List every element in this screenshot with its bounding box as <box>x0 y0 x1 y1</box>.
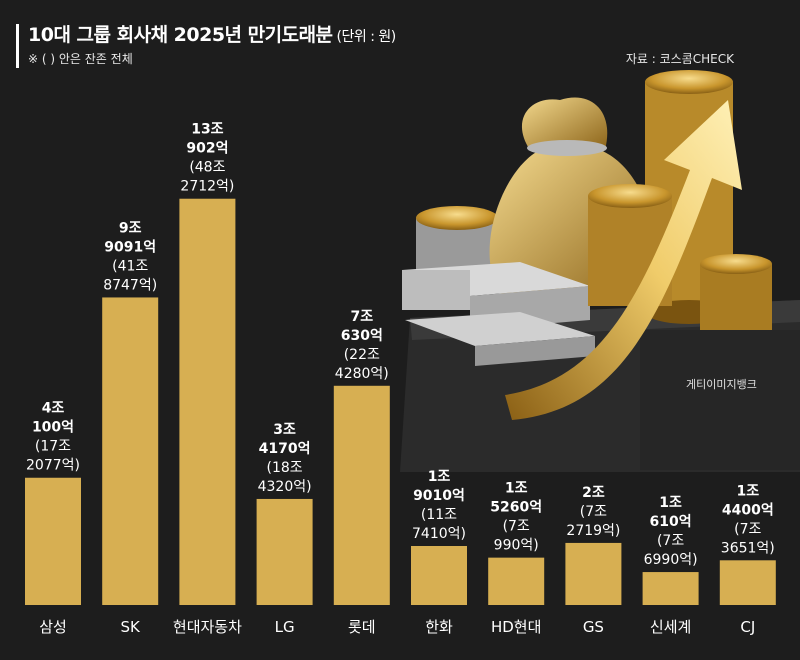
total-label-3-2: (18조 <box>267 460 303 476</box>
value-label-6-0: 1조 <box>505 481 528 497</box>
value-label-0-0: 4조 <box>42 401 65 417</box>
title-accent-bar <box>16 24 19 68</box>
bar-1 <box>102 297 159 605</box>
category-label-0: 삼성 <box>39 618 67 636</box>
cash-stack-icon <box>402 262 595 366</box>
bar-3 <box>256 498 313 605</box>
value-label-0-1: 100억 <box>32 420 74 436</box>
total-label-6-2: (7조 <box>503 519 530 535</box>
value-label-7-0: 2조 <box>582 485 605 501</box>
value-label-3-0: 3조 <box>273 422 296 438</box>
total-label-9-3: 3651억) <box>721 540 775 556</box>
rising-arrow-icon <box>505 100 742 420</box>
total-label-8-3: 6990억) <box>644 552 698 568</box>
value-label-2-1: 902억 <box>186 141 228 157</box>
category-label-4: 롯데 <box>348 618 376 636</box>
chart-title: 10대 그룹 회사채 2025년 만기도래분 (단위 : 원) <box>28 20 396 47</box>
bar-5 <box>411 545 467 605</box>
value-label-2-0: 13조 <box>191 122 223 138</box>
total-label-8-2: (7조 <box>657 533 684 549</box>
image-credit: 게티이미지뱅크 <box>686 378 757 391</box>
money-illustration <box>400 70 800 472</box>
value-label-3-1: 4170억 <box>259 441 311 457</box>
value-label-4-1: 630억 <box>341 328 383 344</box>
total-label-0-3: 2077억) <box>26 458 80 474</box>
bar-0 <box>25 477 81 605</box>
total-label-4-3: 4280억) <box>335 366 389 382</box>
total-label-1-2: (41조 <box>112 258 148 274</box>
total-label-5-3: 7410억) <box>412 526 466 542</box>
total-label-2-3: 2712억) <box>180 179 234 195</box>
category-label-7: GS <box>583 618 604 636</box>
total-label-7-2: 2719억) <box>566 523 620 539</box>
total-label-0-2: (17조 <box>35 439 71 455</box>
total-label-3-3: 4320억) <box>258 479 312 495</box>
bar-8 <box>642 572 699 605</box>
bar-7 <box>565 542 622 605</box>
category-label-1: SK <box>121 618 142 636</box>
total-label-4-2: (22조 <box>344 347 380 363</box>
category-label-9: CJ <box>740 618 755 636</box>
value-label-9-1: 4400억 <box>722 502 774 518</box>
bar-4 <box>333 385 390 605</box>
value-label-5-0: 1조 <box>428 469 451 485</box>
value-label-1-0: 9조 <box>119 220 142 236</box>
total-label-7-1: (7조 <box>580 504 607 520</box>
total-label-6-3: 990억) <box>494 538 539 554</box>
value-label-8-1: 610억 <box>650 514 692 530</box>
total-label-9-2: (7조 <box>734 521 761 537</box>
chart-title-text: 10대 그룹 회사채 2025년 만기도래분 <box>28 24 333 46</box>
category-label-8: 신세계 <box>650 618 691 636</box>
chart-unit: (단위 : 원) <box>336 29 397 45</box>
category-label-5: 한화 <box>425 618 453 636</box>
value-label-9-0: 1조 <box>736 483 759 499</box>
total-label-1-3: 8747억) <box>103 277 157 293</box>
chart-source: 자료 : 코스콤CHECK <box>625 52 734 66</box>
value-label-8-0: 1조 <box>659 495 682 511</box>
bar-6 <box>488 557 545 605</box>
bar-2 <box>179 198 236 605</box>
category-label-6: HD현대 <box>491 618 541 636</box>
chart-note: ※ ( ) 안은 잔존 전체 <box>28 52 133 66</box>
total-label-5-2: (11조 <box>421 507 457 523</box>
bar-series: 삼성 4조 100억 (17조 2077억) SK 9조 9091억 (41조 8747억) 현대자… <box>25 122 776 636</box>
value-label-4-0: 7조 <box>350 309 373 325</box>
value-label-5-1: 9010억 <box>413 488 465 504</box>
value-label-1-1: 9091억 <box>104 239 156 255</box>
value-label-6-1: 5260억 <box>490 500 542 516</box>
bar-9 <box>719 560 776 605</box>
total-label-2-2: (48조 <box>189 160 225 176</box>
category-label-3: LG <box>275 618 295 636</box>
category-label-2: 현대자동차 <box>173 618 242 636</box>
